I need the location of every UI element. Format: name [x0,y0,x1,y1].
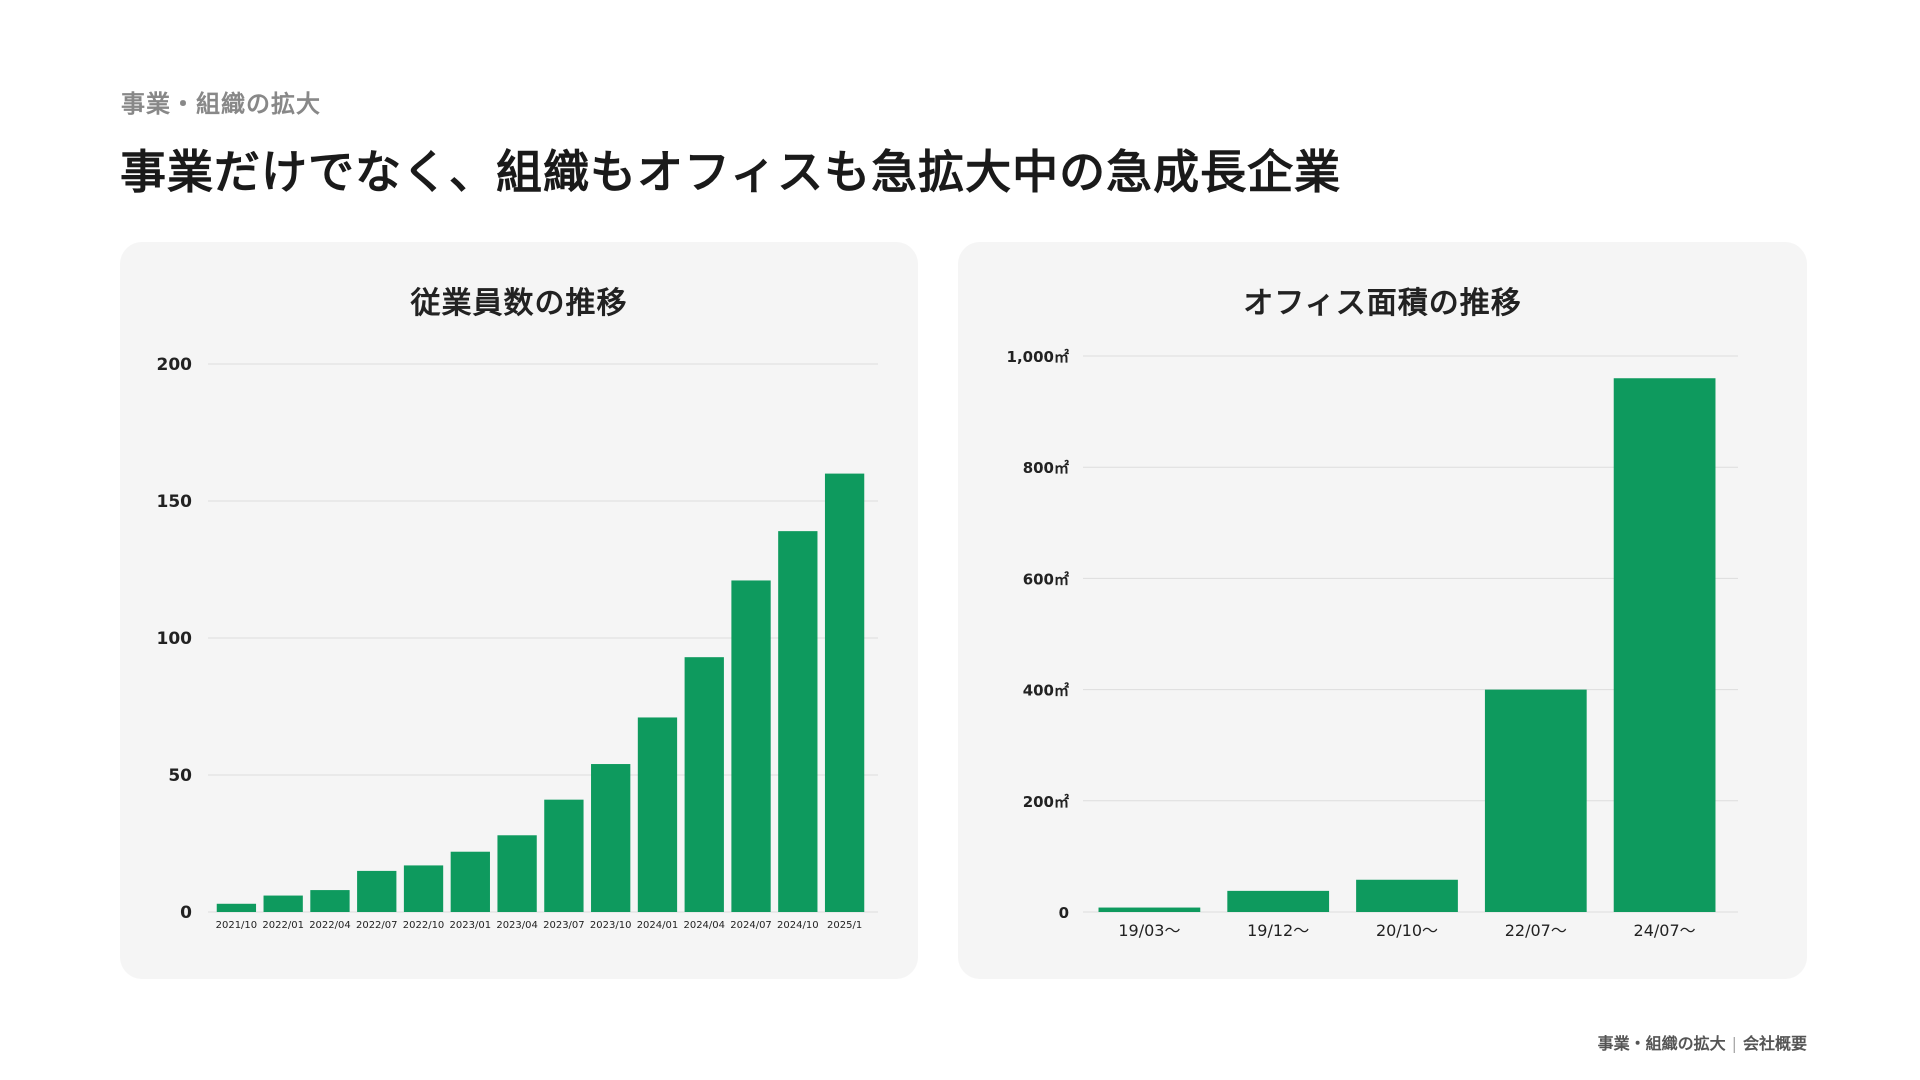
bar [731,580,771,912]
bar [1484,689,1587,912]
bar [216,903,257,912]
x-tick-label: 20/10〜 [1376,921,1438,940]
bar [450,851,490,912]
employee-chart: 0 50 100 150 200 2021/10 2022/01 2022/04 2022/07… [157,355,878,931]
x-tick-label: 24/07〜 [1634,921,1696,940]
bar [824,473,865,912]
employee-chart-card: 0 50 100 150 200 2021/10 2022/01 2022/04 2022/07… [120,242,918,979]
y-tick-label: 100 [157,629,193,649]
x-tick-label: 2025/1 [827,920,862,931]
bar [263,895,303,912]
x-tick-label: 2023/04 [496,920,538,931]
x-tick-label: 2024/04 [683,920,725,931]
bar [1613,378,1716,912]
x-tick-label: 2022/04 [309,920,351,931]
bar [310,890,350,912]
y-tick-label: 150 [157,492,193,512]
y-tick-label: 1,000㎡ [1007,348,1069,366]
bar [778,531,818,912]
x-tick-label: 2022/10 [403,920,445,931]
footer-separator: | [1731,1034,1737,1053]
bar [684,657,724,912]
x-tick-label: 2024/01 [637,920,679,931]
x-tick-label: 2024/07 [730,920,772,931]
employee-chart-title: 従業員数の推移 [410,286,628,321]
bar [403,865,444,912]
y-tick-label: 400㎡ [1023,682,1069,700]
office-chart: 0 200㎡ 400㎡ 600㎡ 800㎡ 1,000㎡ 19/03〜 19/12〜 20/10… [1007,348,1738,940]
x-tick-label: 2022/01 [262,920,304,931]
x-tick-label: 22/07〜 [1505,921,1567,940]
y-tick-label: 200 [157,355,193,375]
office-chart-title: オフィス面積の推移 [1243,286,1522,321]
bar [544,799,584,912]
x-tick-label: 2023/10 [590,920,632,931]
y-tick-label: 200㎡ [1023,793,1069,811]
bar [497,835,537,912]
bar [357,870,397,912]
x-tick-label: 2023/01 [450,920,492,931]
bar [591,764,631,912]
y-tick-label: 0 [1059,904,1069,922]
x-tick-label: 19/03〜 [1118,921,1180,940]
footer-section: 事業・組織の拡大 [1597,1034,1726,1053]
y-tick-label: 800㎡ [1023,459,1069,477]
bar [637,717,678,912]
y-tick-label: 600㎡ [1023,570,1069,588]
footer-page: 会社概要 [1742,1034,1807,1053]
x-tick-label: 2023/07 [543,920,585,931]
x-tick-label: 19/12〜 [1247,921,1309,940]
footer: 事業・組織の拡大 | 会社概要 [1598,1030,1807,1054]
bar [1098,907,1201,912]
bar [1227,890,1330,912]
x-tick-label: 2021/10 [216,920,258,931]
x-tick-label: 2024/10 [777,920,819,931]
page-title: 事業だけでなく、組織もオフィスも急拡大中の急成長企業 [120,145,1342,199]
y-tick-label: 50 [168,766,192,786]
office-chart-card: 0 200㎡ 400㎡ 600㎡ 800㎡ 1,000㎡ 19/03〜 19/12〜 20/10… [958,242,1807,979]
y-tick-label: 0 [180,903,192,923]
x-tick-label: 2022/07 [356,920,398,931]
section-label: 事業・組織の拡大 [121,90,321,118]
bar [1356,879,1458,912]
